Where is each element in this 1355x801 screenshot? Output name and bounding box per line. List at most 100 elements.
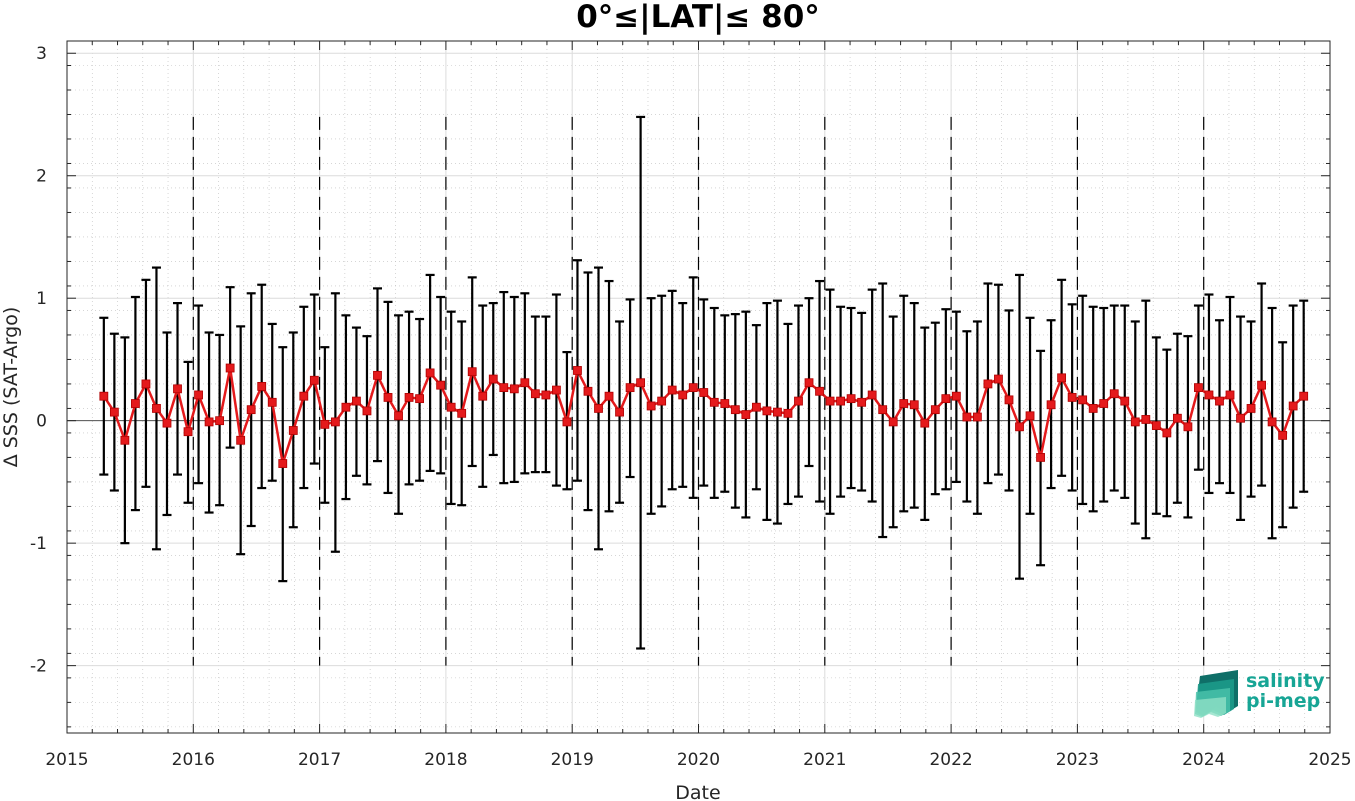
axis-ticks [66,41,1331,733]
data-point-marker [562,417,572,427]
data-point-marker [867,390,877,400]
data-point-marker [773,407,782,417]
x-tick-label: 2025 [1308,750,1351,770]
data-point-marker [246,405,256,415]
series-markers [99,363,1309,468]
data-point-marker [394,411,403,421]
data-point-marker [1036,453,1045,462]
data-point-marker [425,368,435,378]
data-point-marker [1267,417,1277,427]
data-point-marker [1004,395,1014,405]
logo-wave-icon [1194,670,1238,718]
data-point-marker [930,405,940,415]
y-tick-label: 2 [36,167,47,187]
data-point-marker [983,379,993,389]
data-point-marker [678,390,688,400]
data-point-marker [499,383,509,393]
data-point-marker [183,427,193,437]
logo-text-pi-mep: pi-mep [1246,690,1320,712]
data-point-marker [267,397,277,407]
data-point-marker [131,399,140,408]
y-tick-label: 3 [36,44,47,64]
data-point-marker [604,391,614,401]
data-point-marker [309,375,319,385]
data-point-marker [1246,404,1256,413]
data-point-marker [804,378,814,388]
y-tick-labels: -2 -1 0 1 2 3 [30,44,47,676]
x-tick-label: 2017 [298,750,341,770]
data-point-marker [341,402,351,412]
data-point-marker [352,396,361,406]
minor-grid [67,41,1330,733]
x-tick-label: 2023 [1056,750,1099,770]
x-tick-label: 2021 [803,750,846,770]
data-point-marker [478,391,488,401]
data-point-marker [204,417,214,427]
plot-frame [66,40,1331,734]
data-point-marker [1257,380,1266,390]
x-tick-label: 2020 [677,750,720,770]
y-tick-label: -2 [30,657,47,677]
data-point-marker [1141,415,1151,424]
data-point-marker [857,397,867,407]
data-point-marker [415,394,424,404]
data-point-marker [552,385,561,395]
data-point-marker [1130,417,1140,427]
data-point-marker [1204,390,1214,400]
logo-text-salinity: salinity [1246,670,1325,692]
data-point-marker [278,459,288,468]
data-point-marker [457,408,467,418]
data-point-marker [1015,422,1024,432]
data-point-marker [362,406,372,416]
data-point-marker [257,381,267,391]
data-point-marker [909,400,919,410]
data-point-marker [1183,422,1193,432]
data-point-marker [1120,396,1130,406]
data-point-marker [373,370,382,380]
data-point-marker [1299,391,1309,401]
data-point-marker [1288,401,1298,411]
data-point-marker [762,406,772,416]
data-point-marker [446,402,456,412]
data-point-marker [99,391,109,401]
data-point-marker [594,404,603,413]
data-point-marker [404,393,414,402]
data-point-marker [667,385,677,395]
data-point-marker [688,383,698,393]
data-point-marker [1215,396,1224,406]
data-point-marker [836,396,845,406]
y-axis-label: Δ SSS (SAT-Argo) [0,307,22,467]
data-point-marker [320,419,330,429]
data-point-marker [825,396,835,406]
data-point-marker [1225,390,1235,400]
data-point-marker [1088,404,1098,413]
data-point-marker [1151,421,1161,430]
data-point-marker [467,367,477,377]
data-point-marker [615,407,624,417]
y-tick-label: 1 [36,289,47,309]
data-point-marker [973,412,982,422]
x-tick-label: 2024 [1182,750,1225,770]
data-point-marker [730,405,740,415]
data-point-marker [530,389,540,399]
data-point-marker [509,384,519,394]
data-point-marker [330,417,340,427]
data-point-marker [636,378,646,388]
data-point-marker [783,408,793,418]
x-tick-label: 2018 [424,750,467,770]
data-point-marker [120,435,130,445]
x-tick-label: 2016 [172,750,215,770]
data-point-marker [583,386,593,396]
data-point-marker [709,397,719,407]
data-point-marker [962,412,972,422]
data-point-marker [741,410,751,419]
year-separators [192,116,1205,666]
chart-title: 0°≤|LAT|≤ 80° [576,0,820,35]
data-point-marker [994,374,1003,384]
data-point-marker [109,407,119,417]
data-point-marker [1099,399,1109,408]
data-point-marker [162,418,172,428]
x-tick-label: 2015 [45,750,88,770]
